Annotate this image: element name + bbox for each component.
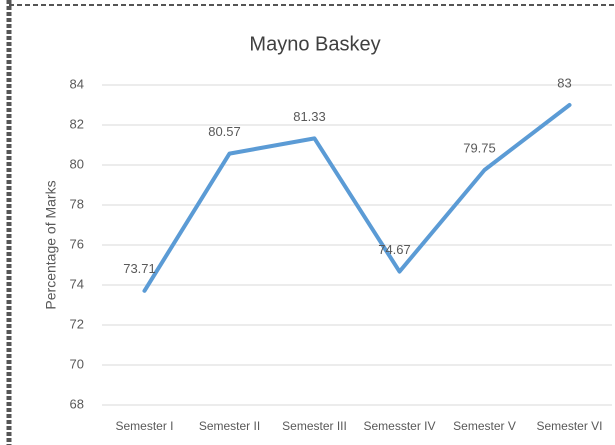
- data-label: 73.71: [123, 261, 156, 276]
- x-tick-label: Semester II: [199, 419, 260, 433]
- data-label: 79.75: [463, 140, 496, 155]
- y-axis-label: Percentage of Marks: [43, 180, 59, 309]
- y-tick-label: 80: [70, 156, 84, 171]
- y-tick-label: 72: [70, 316, 84, 331]
- y-tick-label: 82: [70, 116, 84, 131]
- x-tick-label: Semesster IV: [363, 419, 435, 433]
- line-series: [142, 103, 572, 293]
- data-label: 83: [557, 75, 571, 90]
- y-tick-label: 78: [70, 196, 84, 211]
- data-label: 74.67: [378, 242, 411, 257]
- data-label: 81.33: [293, 109, 326, 124]
- y-tick-label: 74: [70, 276, 84, 291]
- y-tick-label: 76: [70, 236, 84, 251]
- data-label: 80.57: [208, 124, 241, 139]
- x-tick-label: Semester VI: [536, 419, 602, 433]
- x-tick-label: Semester III: [282, 419, 347, 433]
- y-tick-label: 68: [70, 396, 84, 411]
- chart-title: Mayno Baskey: [249, 33, 380, 55]
- x-tick-label: Semester I: [115, 419, 173, 433]
- x-tick-label: Semester V: [453, 419, 516, 433]
- y-tick-label: 84: [70, 76, 84, 91]
- y-tick-label: 70: [70, 356, 84, 371]
